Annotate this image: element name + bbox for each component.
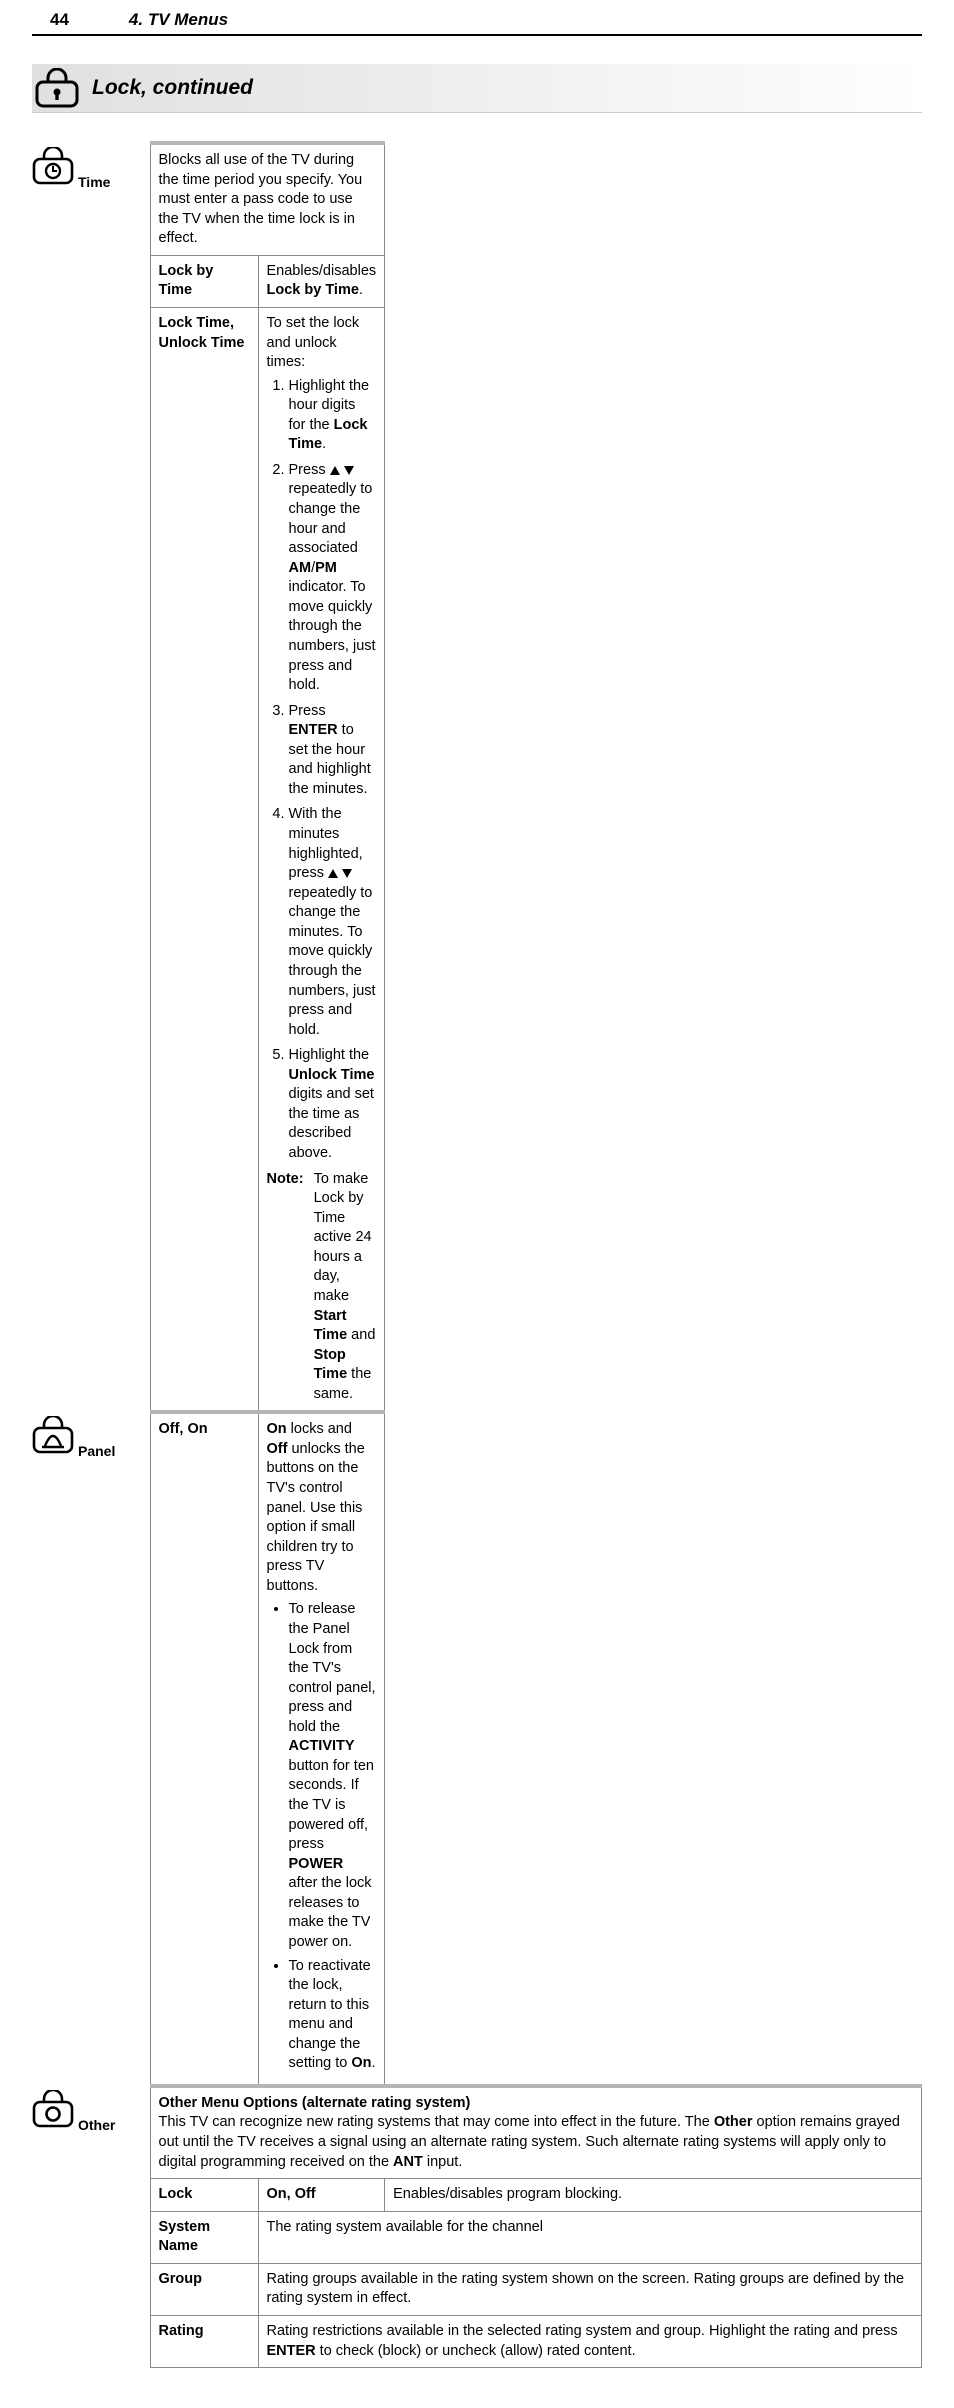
- up-arrow-icon: [328, 869, 338, 878]
- lock-time-icon: [32, 147, 74, 192]
- settings-table: Time Blocks all use of the TV during the…: [32, 141, 922, 2368]
- time-step-5: Highlight the Unlock Time digits and set…: [289, 1046, 377, 1163]
- other-group-desc: Rating groups available in the rating sy…: [258, 2263, 922, 2315]
- page-number: 44: [50, 10, 69, 30]
- panel-bullet-2: To reactivate the lock, return to this m…: [289, 1957, 377, 2074]
- time-section-icon-cell: Time: [32, 143, 150, 1412]
- lock-unlock-time-desc: To set the lock and unlock times: Highli…: [258, 307, 385, 1412]
- other-lock-opts: On, Off: [258, 2179, 385, 2212]
- section-title: Lock, continued: [92, 76, 253, 100]
- lock-panel-icon: [32, 1416, 74, 1461]
- panel-desc: On locks and Off unlocks the buttons on …: [258, 1412, 385, 2086]
- time-note: Note: To make Lock by Time active 24 hou…: [267, 1170, 377, 1405]
- panel-bullet-1: To release the Panel Lock from the TV's …: [289, 1600, 377, 1952]
- other-group-label: Group: [150, 2263, 258, 2315]
- other-system-desc: The rating system available for the chan…: [258, 2211, 922, 2263]
- other-system-label: System Name: [150, 2211, 258, 2263]
- other-lock-label: Lock: [150, 2179, 258, 2212]
- other-rating-label: Rating: [150, 2315, 258, 2367]
- time-intro: Blocks all use of the TV during the time…: [150, 143, 385, 255]
- lock-by-time-desc: Enables/disables Lock by Time.: [258, 255, 385, 307]
- other-section-icon-cell: Other: [32, 2086, 150, 2368]
- lock-icon: [34, 68, 80, 108]
- panel-bullets: To release the Panel Lock from the TV's …: [267, 1600, 377, 2074]
- time-caption: Time: [78, 173, 110, 192]
- time-step-4: With the minutes highlighted, press repe…: [289, 805, 377, 1040]
- lock-by-time-label: Lock by Time: [150, 255, 258, 307]
- panel-opts: Off, On: [150, 1412, 258, 2086]
- down-arrow-icon: [344, 466, 354, 475]
- up-arrow-icon: [330, 466, 340, 475]
- lock-unlock-time-label: Lock Time, Unlock Time: [150, 307, 258, 1412]
- time-step-3: Press ENTER to set the hour and highligh…: [289, 702, 377, 800]
- other-caption: Other: [78, 2116, 115, 2135]
- panel-caption: Panel: [78, 1442, 115, 1461]
- other-rating-desc: Rating restrictions available in the sel…: [258, 2315, 922, 2367]
- section-heading: Lock, continued: [32, 64, 922, 113]
- page-header: 44 4. TV Menus: [32, 0, 922, 36]
- chapter-title: 4. TV Menus: [129, 10, 228, 30]
- time-steps-list: Highlight the hour digits for the Lock T…: [267, 377, 377, 1164]
- panel-section-icon-cell: Panel: [32, 1412, 150, 2086]
- other-intro: Other Menu Options (alternate rating sys…: [150, 2086, 922, 2179]
- down-arrow-icon: [342, 869, 352, 878]
- time-step-2: Press repeatedly to change the hour and …: [289, 461, 377, 696]
- lock-other-icon: [32, 2090, 74, 2135]
- other-lock-desc: Enables/disables program blocking.: [385, 2179, 922, 2212]
- time-step-1: Highlight the hour digits for the Lock T…: [289, 377, 377, 455]
